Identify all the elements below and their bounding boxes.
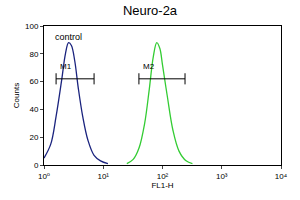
svg-text:FL1-H: FL1-H — [151, 181, 173, 190]
svg-text:10²: 10² — [157, 172, 169, 181]
svg-text:0: 0 — [34, 161, 39, 170]
svg-text:M1: M1 — [60, 62, 72, 71]
svg-text:control: control — [55, 32, 82, 42]
svg-text:60: 60 — [29, 77, 38, 86]
svg-text:10³: 10³ — [216, 172, 228, 181]
svg-text:10⁴: 10⁴ — [275, 172, 288, 181]
svg-text:M2: M2 — [143, 62, 155, 71]
svg-text:Counts: Counts — [12, 83, 21, 108]
svg-text:10¹: 10¹ — [97, 172, 109, 181]
svg-text:Neuro-2a: Neuro-2a — [123, 3, 178, 18]
svg-text:100: 100 — [25, 22, 39, 31]
svg-text:20: 20 — [29, 133, 38, 142]
svg-text:80: 80 — [29, 50, 38, 59]
svg-text:40: 40 — [29, 105, 38, 114]
svg-text:10⁰: 10⁰ — [38, 172, 50, 181]
